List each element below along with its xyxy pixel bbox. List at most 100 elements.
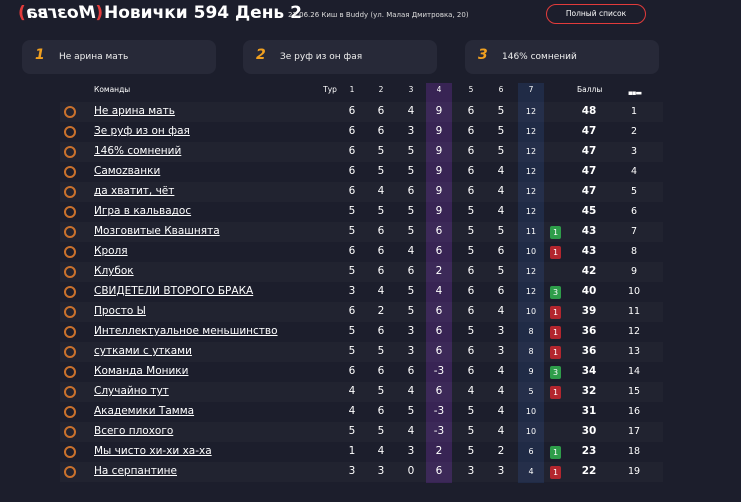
round-score: 6 xyxy=(348,245,356,257)
round-score: -3 xyxy=(433,405,445,417)
round-score: 10 xyxy=(525,247,537,256)
round-score: 6 xyxy=(467,125,475,137)
column-header: Баллы xyxy=(577,85,603,94)
rank: 10 xyxy=(627,286,641,297)
round-score: 8 xyxy=(528,327,534,336)
round-score: 10 xyxy=(525,427,537,436)
place-change-badge: 1 xyxy=(550,326,561,339)
total-score: 47 xyxy=(581,185,597,197)
column-header: 5 xyxy=(468,85,474,94)
round-score: 6 xyxy=(377,265,385,277)
team-icon xyxy=(64,306,76,318)
team-name: Случайно тут xyxy=(94,385,169,397)
rank: 1 xyxy=(630,106,638,117)
column-highlight xyxy=(518,83,544,483)
round-score: 6 xyxy=(348,305,356,317)
round-score: 3 xyxy=(407,325,415,337)
round-score: 9 xyxy=(435,105,443,117)
round-score: 6 xyxy=(377,225,385,237)
team-name: Команда Моники xyxy=(94,365,189,377)
podium-team: Не арина мать xyxy=(59,52,129,62)
round-score: 12 xyxy=(525,127,537,136)
round-score: 5 xyxy=(467,225,475,237)
column-header: 7 xyxy=(528,85,534,94)
round-score: 4 xyxy=(435,285,443,297)
podium-place: 2 xyxy=(256,47,266,63)
round-score: 4 xyxy=(497,305,505,317)
round-score: 5 xyxy=(377,345,385,357)
round-score: 6 xyxy=(377,105,385,117)
team-name: Самоzванки xyxy=(94,165,161,177)
full-list-button[interactable]: Полный список xyxy=(546,4,646,24)
round-score: 4 xyxy=(407,105,415,117)
round-score: 0 xyxy=(407,465,415,477)
round-score: 3 xyxy=(407,345,415,357)
round-score: 3 xyxy=(497,325,505,337)
logo: (Мозгва) xyxy=(18,3,104,23)
round-score: 4 xyxy=(377,285,385,297)
round-score: 5 xyxy=(467,405,475,417)
round-score: 6 xyxy=(467,285,475,297)
rank: 8 xyxy=(630,246,638,257)
round-score: 6 xyxy=(467,145,475,157)
round-score: 4 xyxy=(377,445,385,457)
place-change-badge: 1 xyxy=(550,466,561,479)
round-score: 6 xyxy=(435,225,443,237)
rank: 14 xyxy=(627,366,641,377)
team-icon xyxy=(64,366,76,378)
total-score: 36 xyxy=(581,325,597,337)
round-score: 5 xyxy=(407,145,415,157)
team-icon xyxy=(64,146,76,158)
round-score: 12 xyxy=(525,187,537,196)
podium-card xyxy=(22,40,216,74)
round-score: 4 xyxy=(348,385,356,397)
rank: 19 xyxy=(627,466,641,477)
rank: 17 xyxy=(627,426,641,437)
round-score: 6 xyxy=(377,365,385,377)
place-change-badge: 3 xyxy=(550,286,561,299)
round-score: -3 xyxy=(433,425,445,437)
total-score: 39 xyxy=(581,305,597,317)
total-score: 22 xyxy=(581,465,597,477)
round-score: 6 xyxy=(407,185,415,197)
round-score: 4 xyxy=(497,425,505,437)
column-header: Тур xyxy=(323,85,337,94)
round-score: 10 xyxy=(525,307,537,316)
total-score: 23 xyxy=(581,445,597,457)
round-score: 12 xyxy=(525,267,537,276)
round-score: 3 xyxy=(467,465,475,477)
round-score: 5 xyxy=(467,205,475,217)
round-score: 2 xyxy=(435,445,443,457)
round-score: 6 xyxy=(407,365,415,377)
round-score: 9 xyxy=(435,165,443,177)
round-score: 2 xyxy=(497,445,505,457)
round-score: 3 xyxy=(497,465,505,477)
round-score: 11 xyxy=(525,227,537,236)
total-score: 34 xyxy=(581,365,597,377)
round-score: 6 xyxy=(348,105,356,117)
round-score: 6 xyxy=(467,305,475,317)
rank: 6 xyxy=(630,206,638,217)
round-score: 5 xyxy=(407,305,415,317)
team-icon xyxy=(64,406,76,418)
team-name: Не арина мать xyxy=(94,105,175,117)
round-score: 6 xyxy=(528,447,534,456)
round-score: 5 xyxy=(497,225,505,237)
column-header: 3 xyxy=(408,85,414,94)
total-score: 30 xyxy=(581,425,597,437)
team-icon xyxy=(64,286,76,298)
total-score: 31 xyxy=(581,405,597,417)
round-score: 6 xyxy=(348,125,356,137)
round-score: 5 xyxy=(467,445,475,457)
team-icon xyxy=(64,106,76,118)
round-score: 6 xyxy=(377,405,385,417)
team-icon xyxy=(64,266,76,278)
round-score: 6 xyxy=(435,345,443,357)
round-score: 6 xyxy=(377,125,385,137)
round-score: 4 xyxy=(497,185,505,197)
round-score: 5 xyxy=(497,265,505,277)
team-icon xyxy=(64,206,76,218)
round-score: 6 xyxy=(497,245,505,257)
team-name: 146% сомнений xyxy=(94,145,182,157)
round-score: 12 xyxy=(525,287,537,296)
